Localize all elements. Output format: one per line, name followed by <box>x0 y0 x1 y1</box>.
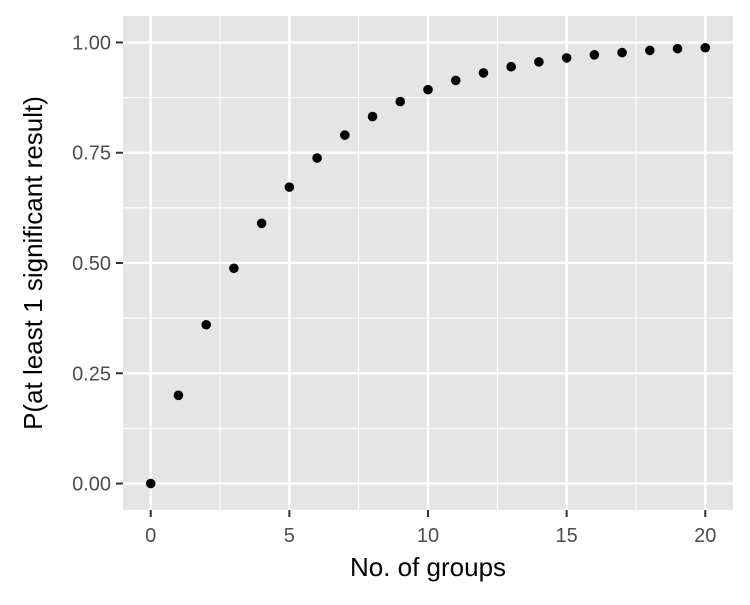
data-point <box>506 61 516 72</box>
data-point <box>367 111 378 122</box>
data-point <box>312 153 322 163</box>
data-point <box>395 96 406 107</box>
x-tick-label: 5 <box>284 525 295 547</box>
x-tick-label: 20 <box>694 525 716 547</box>
data-point <box>256 218 267 229</box>
y-tick-label: 0.50 <box>72 253 111 275</box>
y-tick-label: 0.00 <box>72 474 111 496</box>
data-point <box>284 182 295 192</box>
data-point <box>145 478 156 489</box>
data-point <box>561 53 572 63</box>
axis-ticks <box>116 41 707 517</box>
x-tick-label: 15 <box>556 525 578 547</box>
y-tick-label: 0.75 <box>72 143 111 165</box>
y-axis-tick-labels: 0.00 0.25 0.50 0.75 1.00 <box>72 32 111 495</box>
data-point <box>478 68 489 78</box>
data-point <box>700 42 711 53</box>
data-point <box>672 43 683 54</box>
y-tick-label: 1.00 <box>72 32 111 54</box>
data-point <box>229 263 239 274</box>
y-axis-title: P(at least 1 significant result) <box>18 96 48 430</box>
x-axis-tick-labels: 0 5 10 15 20 <box>145 525 716 547</box>
data-point <box>340 130 350 140</box>
data-point <box>534 57 544 67</box>
data-point <box>423 84 433 95</box>
data-point <box>645 45 655 56</box>
data-points <box>145 42 711 489</box>
y-tick-label: 0.25 <box>72 363 111 385</box>
x-axis-title: No. of groups <box>350 552 506 582</box>
data-point <box>173 390 184 401</box>
x-tick-label: 0 <box>145 525 156 547</box>
data-point <box>201 319 211 330</box>
data-point <box>450 75 461 86</box>
major-gridlines <box>123 16 733 510</box>
data-point <box>589 50 600 60</box>
x-tick-label: 10 <box>417 525 439 547</box>
data-point <box>617 47 627 58</box>
